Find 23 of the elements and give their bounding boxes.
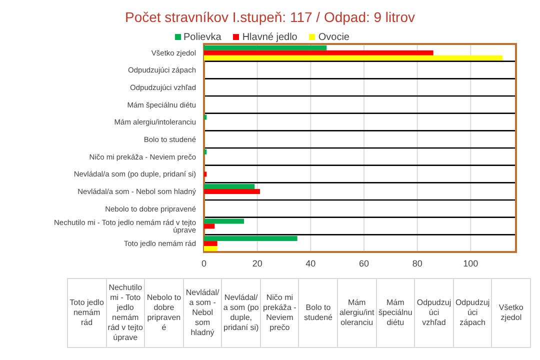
x-tick-label: 60	[358, 258, 370, 268]
bar	[204, 224, 215, 229]
bar	[204, 246, 218, 252]
chart-title: Počet stravníkov I.stupeň: 117 / Odpad: 9 litrov	[124, 8, 416, 26]
bar	[204, 55, 503, 60]
bar	[204, 45, 327, 50]
bar	[204, 184, 255, 190]
x-tick-label: 40	[306, 258, 316, 268]
x-tick-label: 80	[412, 258, 422, 268]
legend-label: Ovocie	[317, 30, 350, 44]
legend-label: Polievka	[182, 30, 222, 44]
bar	[204, 172, 207, 177]
bar	[204, 189, 260, 194]
bar	[204, 149, 207, 154]
bar	[204, 241, 218, 246]
x-tick-label: 20	[252, 258, 262, 268]
bar	[204, 218, 244, 224]
x-tick-label: 100	[463, 258, 478, 268]
legend-label: Hlavné jedlo	[241, 30, 298, 44]
bar	[204, 114, 207, 120]
bar	[204, 50, 434, 56]
bar	[204, 236, 298, 242]
x-tick-label: 0	[201, 258, 207, 268]
